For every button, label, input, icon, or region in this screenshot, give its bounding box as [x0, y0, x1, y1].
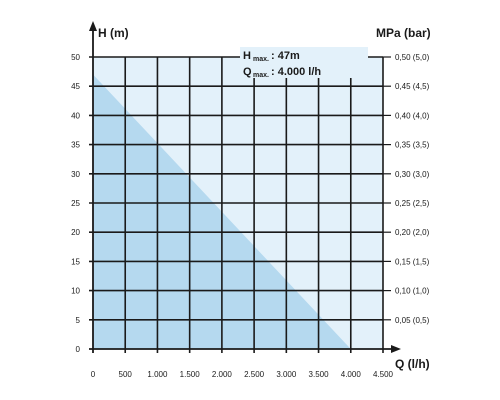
legend-background [240, 47, 368, 78]
x-tick-label: 0 [91, 370, 96, 379]
x-tick-label: 4.000 [341, 370, 362, 379]
y-left-tick-label: 0 [76, 345, 81, 354]
y-right-tick-label: 0,10 (1,0) [395, 287, 430, 296]
y-axis-title-left: H (m) [98, 26, 129, 40]
x-tick-label: 2.500 [244, 370, 265, 379]
x-axis-title: Q (l/h) [395, 357, 430, 371]
legend-h-sub: max. [253, 56, 269, 63]
y-right-tick-label: 0,30 (3,0) [395, 170, 430, 179]
x-tick-label: 1.500 [180, 370, 201, 379]
axes [89, 21, 401, 353]
y-left-tick-label: 45 [71, 82, 80, 91]
legend-box: H max. : 47m Q max. : 4.000 l/h [240, 47, 368, 79]
y-left-tick-label: 15 [71, 257, 80, 266]
x-tick-label: 4.500 [373, 370, 394, 379]
x-tick-label: 1.000 [147, 370, 168, 379]
y-axis-title-right: MPa (bar) [376, 26, 431, 40]
y-left-tick-label: 35 [71, 141, 80, 150]
y-left-tick-label: 10 [71, 287, 80, 296]
y-right-tick-label: 0,25 (2,5) [395, 199, 430, 208]
x-tick-label: 2.000 [212, 370, 233, 379]
legend-q-sub: max. [253, 72, 269, 79]
x-tick-label: 3.000 [276, 370, 297, 379]
legend-h-value: : 47m [271, 50, 300, 62]
x-tick-label: 500 [119, 370, 133, 379]
y-right-tick-label: 0,05 (0,5) [395, 316, 430, 325]
y-right-tick-label: 0,50 (5,0) [395, 53, 430, 62]
legend-h-prefix: H [243, 50, 251, 62]
y-left-tick-labels: 0 5 10 15 20 25 30 35 40 45 50 [71, 53, 80, 354]
y-right-tick-label: 0,45 (4,5) [395, 82, 430, 91]
legend-q-prefix: Q [243, 66, 252, 78]
y-right-tick-label: 0,15 (1,5) [395, 257, 430, 266]
y-right-tick-label: 0,40 (4,0) [395, 111, 430, 120]
y-left-tick-label: 50 [71, 53, 80, 62]
y-left-tick-label: 30 [71, 170, 80, 179]
x-tick-label: 3.500 [309, 370, 330, 379]
y-left-tick-label: 40 [71, 111, 80, 120]
y-left-tick-label: 20 [71, 228, 80, 237]
legend-q-value: : 4.000 l/h [271, 66, 321, 78]
y-left-tick-label: 25 [71, 199, 80, 208]
y-right-tick-labels: 0,05 (0,5) 0,10 (1,0) 0,15 (1,5) 0,20 (2,0)… [383, 53, 430, 325]
vertical-gridlines [124, 57, 384, 353]
y-axis-arrow [89, 21, 97, 31]
x-tick-labels: 0 500 1.000 1.500 2.000 2.500 3.000 3.500 4.000 4… [91, 370, 394, 379]
y-left-tick-label: 5 [76, 316, 81, 325]
y-right-tick-label: 0,35 (3,5) [395, 141, 430, 150]
x-axis-arrow [391, 345, 401, 353]
y-right-tick-label: 0,20 (2,0) [395, 228, 430, 237]
